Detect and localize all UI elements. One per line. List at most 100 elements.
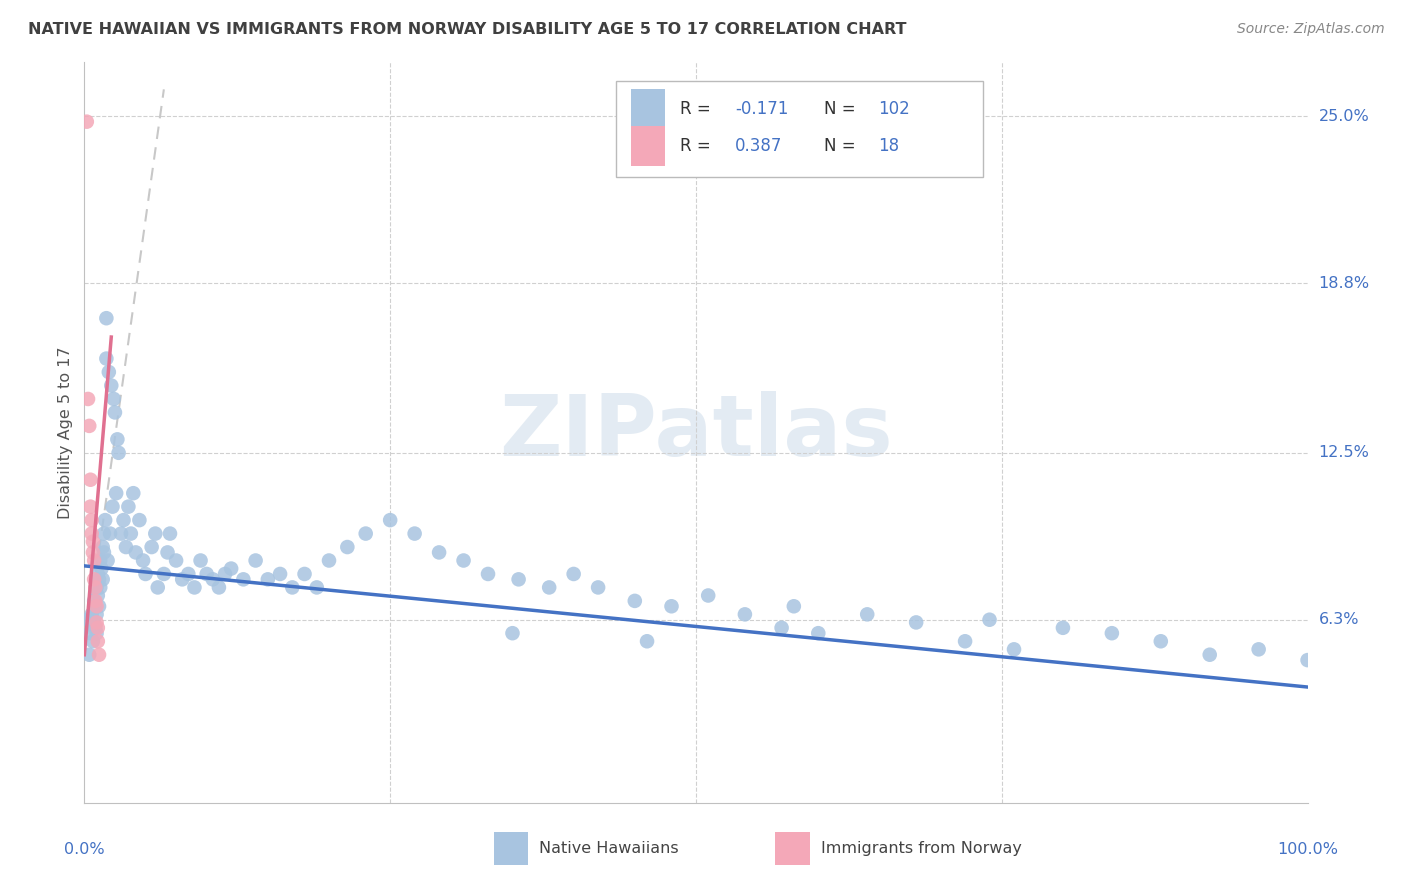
Point xyxy=(281,581,304,595)
Point xyxy=(661,599,683,614)
Text: 0.387: 0.387 xyxy=(735,137,783,155)
Point xyxy=(208,581,231,595)
Point xyxy=(1198,648,1220,662)
Point xyxy=(502,626,524,640)
Point xyxy=(83,553,105,567)
Point xyxy=(97,553,120,567)
Point xyxy=(135,566,157,581)
Point xyxy=(318,553,340,567)
Text: 18.8%: 18.8% xyxy=(1319,276,1369,291)
Point xyxy=(807,626,830,640)
Text: 6.3%: 6.3% xyxy=(1319,612,1360,627)
Point xyxy=(103,392,125,406)
Point xyxy=(110,526,132,541)
Point xyxy=(508,572,530,586)
Point xyxy=(1247,642,1270,657)
Point xyxy=(83,594,105,608)
Point xyxy=(697,589,720,603)
Text: R =: R = xyxy=(681,100,716,118)
Point xyxy=(96,311,118,326)
Point xyxy=(90,561,112,575)
Point xyxy=(89,553,111,567)
Point xyxy=(84,594,107,608)
Point xyxy=(91,540,114,554)
Text: Native Hawaiians: Native Hawaiians xyxy=(540,841,679,856)
Point xyxy=(117,500,139,514)
Point xyxy=(195,566,218,581)
Point xyxy=(1052,621,1074,635)
Point xyxy=(87,566,110,581)
Point xyxy=(80,607,103,622)
Point xyxy=(156,545,179,559)
Point xyxy=(232,572,254,586)
Text: -0.171: -0.171 xyxy=(735,100,789,118)
Point xyxy=(82,613,104,627)
Point xyxy=(336,540,359,554)
Text: N =: N = xyxy=(824,137,862,155)
Point xyxy=(257,572,280,586)
Point xyxy=(83,572,105,586)
Text: Immigrants from Norway: Immigrants from Norway xyxy=(821,841,1022,856)
Point xyxy=(77,392,100,406)
Point xyxy=(132,553,155,567)
Point xyxy=(100,378,122,392)
Point xyxy=(77,418,100,433)
Point xyxy=(86,599,108,614)
Point xyxy=(115,540,138,554)
Point xyxy=(91,572,114,586)
Point xyxy=(97,365,120,379)
Point xyxy=(122,486,145,500)
Point xyxy=(112,513,135,527)
Text: N =: N = xyxy=(824,100,862,118)
Point xyxy=(427,545,450,559)
FancyBboxPatch shape xyxy=(616,81,983,178)
Point xyxy=(86,626,108,640)
Point xyxy=(770,621,793,635)
Point xyxy=(562,566,585,581)
Point xyxy=(82,634,104,648)
Point xyxy=(141,540,163,554)
Text: 18: 18 xyxy=(879,137,900,155)
Point xyxy=(87,648,110,662)
Y-axis label: Disability Age 5 to 17: Disability Age 5 to 17 xyxy=(58,346,73,519)
Point xyxy=(87,589,110,603)
Point xyxy=(128,513,150,527)
Point xyxy=(87,599,110,614)
Point xyxy=(190,553,212,567)
Point xyxy=(120,526,142,541)
Point xyxy=(1002,642,1025,657)
Point xyxy=(89,581,111,595)
Point xyxy=(146,581,169,595)
Point xyxy=(104,405,127,419)
Text: 25.0%: 25.0% xyxy=(1319,109,1369,124)
Text: 0.0%: 0.0% xyxy=(65,842,104,856)
Point xyxy=(86,615,108,630)
FancyBboxPatch shape xyxy=(776,832,810,865)
Point xyxy=(83,615,105,630)
Point xyxy=(80,513,103,527)
Point xyxy=(79,500,101,514)
Point xyxy=(979,613,1001,627)
FancyBboxPatch shape xyxy=(631,126,665,167)
Point xyxy=(734,607,756,622)
Point xyxy=(143,526,166,541)
FancyBboxPatch shape xyxy=(494,832,529,865)
Point xyxy=(245,553,267,567)
Text: 102: 102 xyxy=(879,100,910,118)
Point xyxy=(105,486,128,500)
Point xyxy=(87,572,110,586)
Point xyxy=(105,433,128,447)
Point xyxy=(107,446,129,460)
Point xyxy=(354,526,377,541)
Point xyxy=(1150,634,1173,648)
Point xyxy=(86,581,108,595)
Point xyxy=(404,526,426,541)
Point xyxy=(165,553,187,567)
Point xyxy=(856,607,879,622)
Text: 12.5%: 12.5% xyxy=(1319,445,1369,460)
Point xyxy=(538,581,561,595)
Point xyxy=(219,561,242,575)
Point xyxy=(624,594,647,608)
Point xyxy=(636,634,658,648)
Point xyxy=(93,545,115,559)
